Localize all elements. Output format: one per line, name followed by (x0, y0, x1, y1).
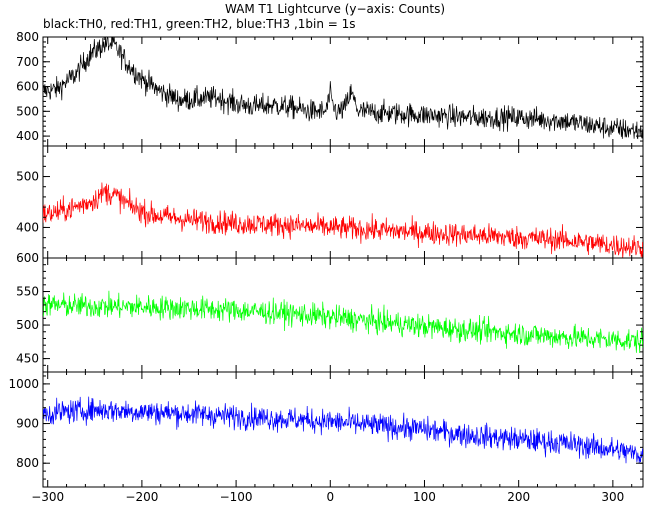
series-line-th0 (43, 37, 643, 140)
y-tick-label: 1000 (8, 377, 39, 391)
y-tick-label: 600 (16, 80, 39, 94)
x-tick-label: −100 (220, 490, 253, 504)
series-line-th3 (43, 396, 643, 464)
x-tick-label: −300 (31, 490, 64, 504)
y-tick-label: 500 (16, 104, 39, 118)
panels-layer: 400 500 600 700 800 400 500 450 500 550 600 800 900 1… (8, 30, 644, 488)
y-tick-label: 600 (16, 251, 39, 265)
y-tick-label: 500 (16, 170, 39, 184)
panel-frame (42, 36, 644, 147)
panel-th3: 800 900 1000 (8, 371, 644, 488)
y-tick-label: 400 (16, 220, 39, 234)
x-tick-label: 100 (413, 490, 436, 504)
x-tick-label: 0 (326, 490, 334, 504)
x-tick-label: −200 (125, 490, 158, 504)
panel-th1: 400 500 (16, 145, 644, 259)
panel-frame (42, 371, 644, 488)
y-tick-label: 900 (16, 417, 39, 431)
x-tick-label: 300 (601, 490, 624, 504)
y-tick-label: 500 (16, 318, 39, 332)
series-line-th1 (43, 182, 643, 258)
y-tick-label: 800 (16, 30, 39, 44)
panel-th2: 450 500 550 600 (16, 251, 644, 373)
panel-th0: 400 500 600 700 800 (16, 30, 644, 147)
y-tick-label: 700 (16, 55, 39, 69)
chart-title: WAM T1 Lightcurve (y−axis: Counts) (225, 2, 445, 16)
y-tick-label: 800 (16, 456, 39, 470)
chart-subtitle: black:TH0, red:TH1, green:TH2, blue:TH3 … (43, 17, 356, 31)
series-line-th2 (43, 290, 643, 354)
x-axis: −300 −200 −100 0 100 200 300 (31, 490, 624, 504)
y-tick-label: 450 (16, 352, 39, 366)
y-tick-label: 400 (16, 129, 39, 143)
x-tick-label: 200 (507, 490, 530, 504)
y-tick-label: 550 (16, 285, 39, 299)
